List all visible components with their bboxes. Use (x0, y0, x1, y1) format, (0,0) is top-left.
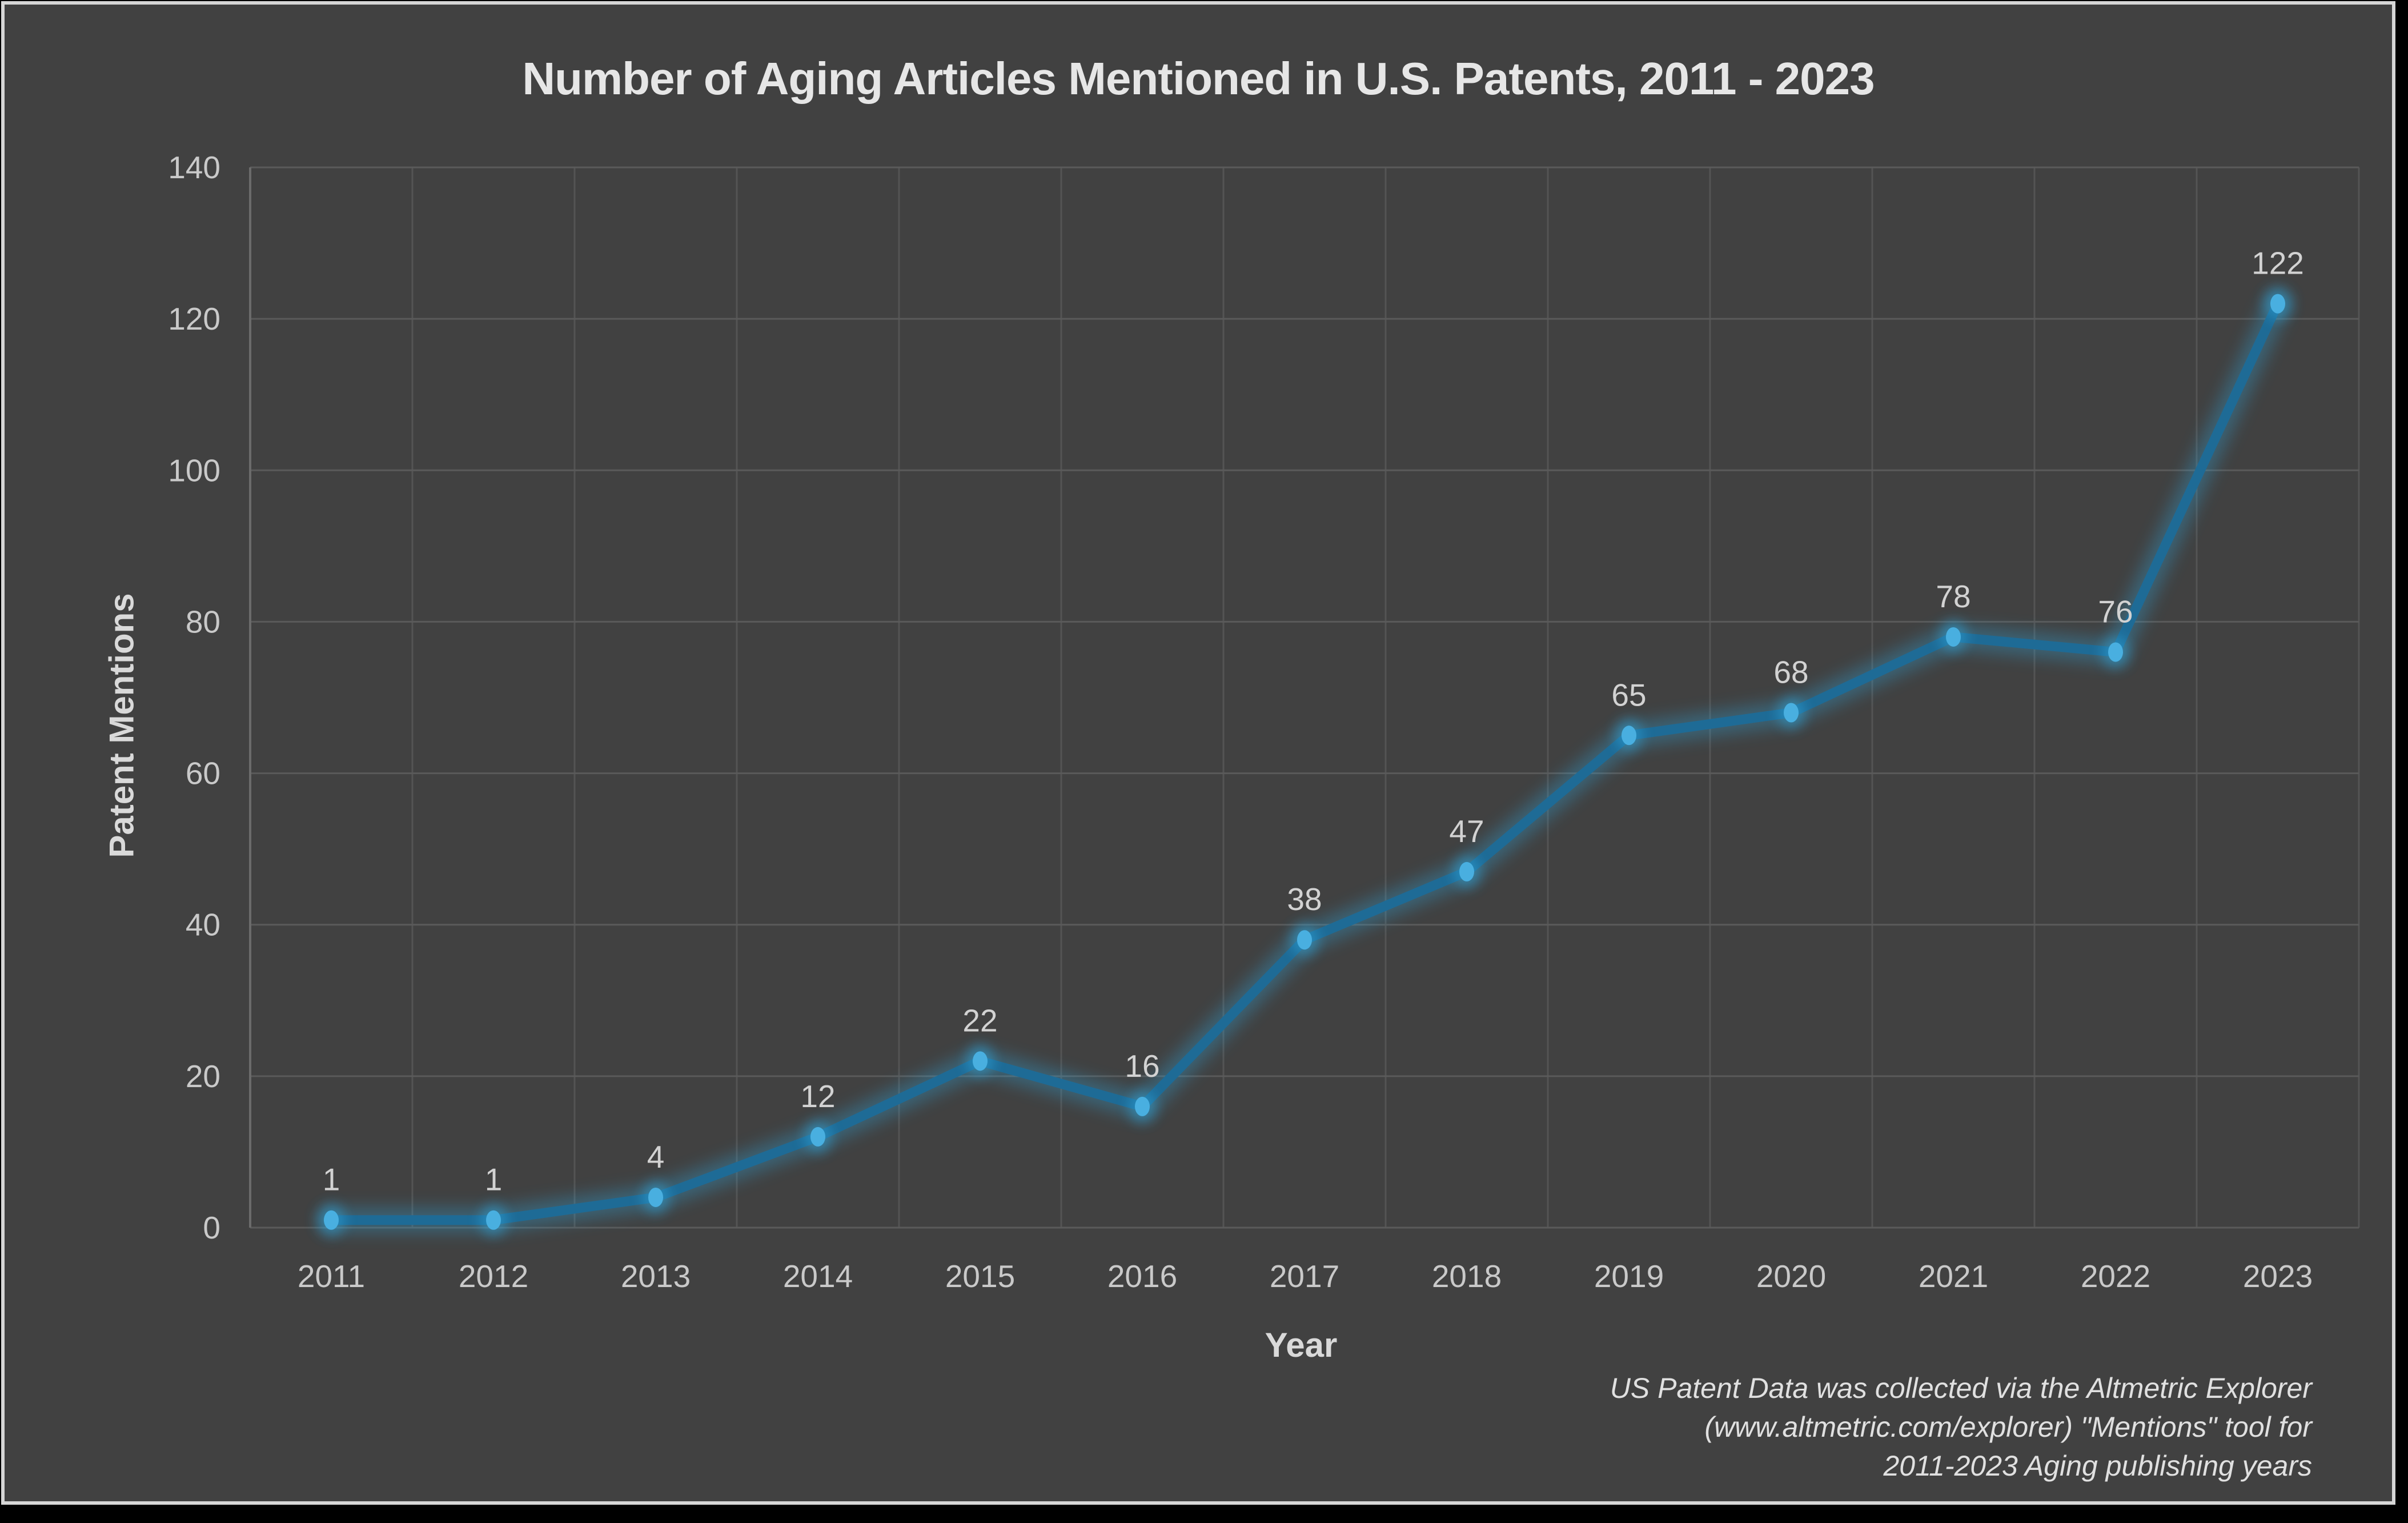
data-label: 12 (800, 1079, 835, 1114)
data-label: 65 (1611, 677, 1646, 712)
data-point (1784, 703, 1799, 723)
data-label: 1 (485, 1162, 503, 1197)
data-point (1135, 1096, 1150, 1116)
data-point (810, 1127, 825, 1147)
x-tick-label: 2017 (1270, 1259, 1339, 1294)
series-line-glow (319, 291, 2290, 1233)
data-point (2108, 642, 2123, 662)
y-tick-label: 40 (186, 907, 220, 943)
data-point (973, 1051, 988, 1071)
data-label: 1 (323, 1162, 340, 1197)
data-point (1946, 627, 1961, 647)
data-point (2270, 294, 2285, 314)
y-tick-label: 100 (168, 452, 220, 488)
x-tick-label: 2022 (2081, 1259, 2150, 1294)
data-label: 22 (962, 1003, 997, 1038)
data-point (1622, 726, 1636, 746)
data-label: 122 (2252, 246, 2304, 281)
y-tick-label: 0 (203, 1210, 220, 1245)
chart-svg: 1 1 4 12 22 16 38 47 65 68 78 76 122 0 20 40 60 80 100 120 1… (168, 150, 2360, 1294)
data-point (324, 1210, 339, 1230)
footer-line: US Patent Data was collected via the Alt… (1610, 1372, 2312, 1404)
x-tick-label: 2023 (2243, 1259, 2313, 1294)
data-point (1459, 861, 1474, 881)
data-label: 47 (1449, 813, 1484, 849)
footer-note: US Patent Data was collected via the Alt… (1610, 1369, 2312, 1485)
y-tick-label: 80 (186, 604, 220, 639)
data-label: 4 (647, 1139, 665, 1175)
y-tick-label: 20 (186, 1059, 220, 1094)
x-tick-label: 2014 (783, 1259, 853, 1294)
x-tick-label: 2016 (1107, 1259, 1177, 1294)
x-tick-label: 2021 (1919, 1259, 1988, 1294)
data-point (648, 1187, 663, 1207)
data-label: 78 (1936, 579, 1970, 614)
x-tick-label: 2019 (1594, 1259, 1664, 1294)
data-label: 76 (2098, 594, 2133, 629)
y-tick-label: 140 (168, 150, 220, 185)
data-label: 16 (1125, 1048, 1159, 1084)
series-line (326, 299, 2283, 1225)
chart-title: Number of Aging Articles Mentioned in U.… (522, 53, 1875, 104)
data-point (1297, 930, 1312, 950)
x-tick-label: 2011 (298, 1259, 365, 1294)
x-tick-label: 2015 (945, 1259, 1015, 1294)
data-label: 38 (1287, 881, 1322, 917)
x-tick-label: 2012 (459, 1259, 528, 1294)
y-tick-label: 60 (186, 756, 220, 791)
x-tick-label: 2018 (1432, 1259, 1502, 1294)
x-axis-title: Year (1265, 1326, 1338, 1364)
y-tick-label: 120 (168, 301, 220, 336)
x-tick-label: 2013 (621, 1259, 691, 1294)
data-label: 68 (1773, 655, 1808, 690)
data-point (486, 1210, 501, 1230)
footer-line: (www.altmetric.com/explorer) "Mentions" … (1704, 1411, 2312, 1443)
x-tick-label: 2020 (1756, 1259, 1826, 1294)
footer-line: 2011-2023 Aging publishing years (1883, 1450, 2312, 1482)
